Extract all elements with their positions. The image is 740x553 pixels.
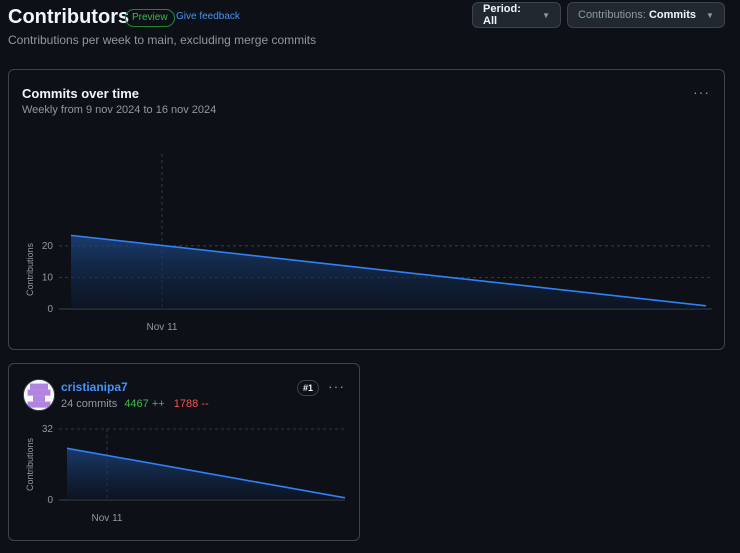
page-title: Contributors — [8, 6, 130, 28]
caret-down-icon: ▼ — [542, 10, 550, 20]
contributor-stats: 24 commits 4467 ++ 1788 -- — [61, 398, 209, 410]
y-tick-label: 20 — [42, 241, 54, 252]
series-line — [66, 447, 346, 499]
contributions-value: Commits — [648, 9, 696, 21]
kebab-horizontal-icon[interactable]: ··· — [693, 84, 710, 100]
give-feedback-link[interactable]: Give feedback — [176, 11, 240, 22]
contributions-label: Contributions: Commits — [578, 9, 696, 21]
y-axis-label: Contributions — [25, 437, 35, 491]
y-axis-label: Contributions — [25, 242, 35, 296]
y-tick-label: 32 — [42, 424, 54, 435]
chart-subtitle: Weekly from 9 nov 2024 to 16 nov 2024 — [22, 104, 217, 116]
page-subtitle: Contributions per week to main, excludin… — [8, 33, 317, 47]
caret-down-icon: ▼ — [706, 10, 714, 20]
deletions-count: 1788 -- — [173, 398, 209, 410]
x-tick-label: Nov 11 — [147, 322, 178, 333]
x-tick-label: Nov 11 — [92, 513, 123, 524]
avatar[interactable] — [23, 379, 55, 411]
preview-badge: Preview — [125, 9, 175, 27]
kebab-horizontal-icon[interactable]: ··· — [328, 378, 345, 394]
chart-title: Commits over time — [22, 86, 140, 101]
contributor-name-link[interactable]: cristianipa7 — [61, 380, 128, 394]
commit-count: 24 commits — [61, 398, 118, 410]
y-tick-label: 0 — [47, 304, 53, 315]
y-tick-label: 0 — [47, 495, 53, 506]
series-line — [70, 234, 707, 307]
contributor-chart: 0 32 Nov 11 Contributions — [25, 424, 346, 524]
additions-count: 4467 ++ — [124, 398, 165, 410]
y-tick-label: 10 — [42, 272, 54, 283]
contributions-dropdown[interactable]: Contributions: Commits ▼ — [567, 2, 725, 28]
period-dropdown[interactable]: Period: All ▼ — [472, 2, 561, 28]
rank-badge: #1 — [297, 380, 320, 396]
commits-chart: 0 10 20 Nov 11 Contributions — [25, 154, 712, 333]
period-label: Period: All — [483, 3, 521, 27]
contributions-prefix: Contributions: — [578, 9, 646, 21]
commits-over-time-card: Commits over time Weekly from 9 nov 2024… — [8, 69, 725, 350]
identicon-avatar — [24, 380, 54, 410]
contributor-card: cristianipa7 24 commits 4467 ++ 1788 -- … — [8, 363, 360, 541]
